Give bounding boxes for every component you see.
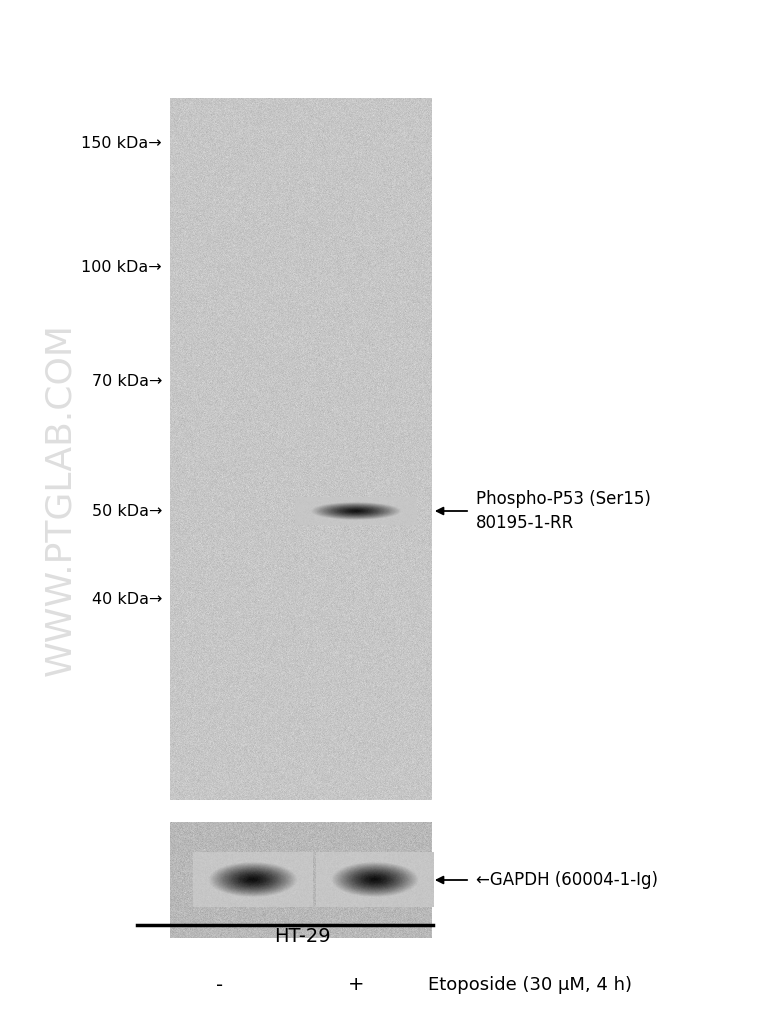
Text: Etoposide (30 μM, 4 h): Etoposide (30 μM, 4 h) xyxy=(428,976,632,994)
Text: 40 kDa→: 40 kDa→ xyxy=(91,592,162,608)
Text: HT-29: HT-29 xyxy=(275,927,331,946)
Text: 150 kDa→: 150 kDa→ xyxy=(81,136,162,150)
Text: +: + xyxy=(348,975,364,995)
Text: 50 kDa→: 50 kDa→ xyxy=(91,504,162,518)
Text: 70 kDa→: 70 kDa→ xyxy=(91,375,162,389)
Text: -: - xyxy=(216,975,224,995)
Text: Phospho-P53 (Ser15)
80195-1-RR: Phospho-P53 (Ser15) 80195-1-RR xyxy=(476,490,651,531)
Text: WWW.PTGLAB.COM: WWW.PTGLAB.COM xyxy=(43,323,77,677)
Text: ←GAPDH (60004-1-Ig): ←GAPDH (60004-1-Ig) xyxy=(476,871,658,889)
Text: 100 kDa→: 100 kDa→ xyxy=(81,261,162,275)
